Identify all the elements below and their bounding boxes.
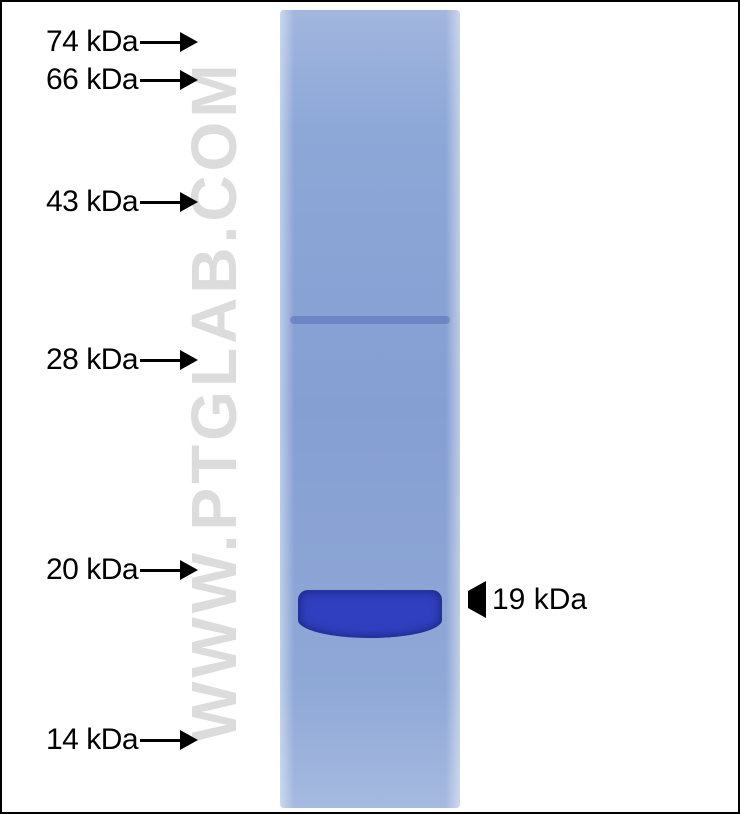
marker-row: 20 kDa — [46, 550, 198, 590]
protein-band — [298, 590, 442, 638]
arrow-right-icon — [140, 32, 198, 52]
gel-lane — [280, 10, 460, 808]
faint-band — [290, 316, 450, 324]
marker-label: 66 kDa — [46, 63, 138, 97]
marker-row: 66 kDa — [46, 60, 198, 100]
marker-row: 14 kDa — [46, 720, 198, 760]
gel-figure: WWW.PTGLAB.COM 74 kDa66 kDa43 kDa28 kDa2… — [0, 0, 740, 814]
arrow-left-icon — [468, 591, 486, 609]
arrow-right-icon — [140, 192, 198, 212]
marker-row: 74 kDa — [46, 22, 198, 62]
marker-label: 28 kDa — [46, 343, 138, 377]
result-label-group: 19 kDa — [468, 580, 587, 620]
marker-row: 43 kDa — [46, 182, 198, 222]
arrow-right-icon — [140, 560, 198, 580]
marker-row: 28 kDa — [46, 340, 198, 380]
marker-label: 74 kDa — [46, 25, 138, 59]
marker-label: 43 kDa — [46, 185, 138, 219]
marker-label: 14 kDa — [46, 723, 138, 757]
result-label: 19 kDa — [492, 583, 587, 617]
arrow-right-icon — [140, 730, 198, 750]
arrow-right-icon — [140, 350, 198, 370]
marker-label: 20 kDa — [46, 553, 138, 587]
arrow-right-icon — [140, 70, 198, 90]
